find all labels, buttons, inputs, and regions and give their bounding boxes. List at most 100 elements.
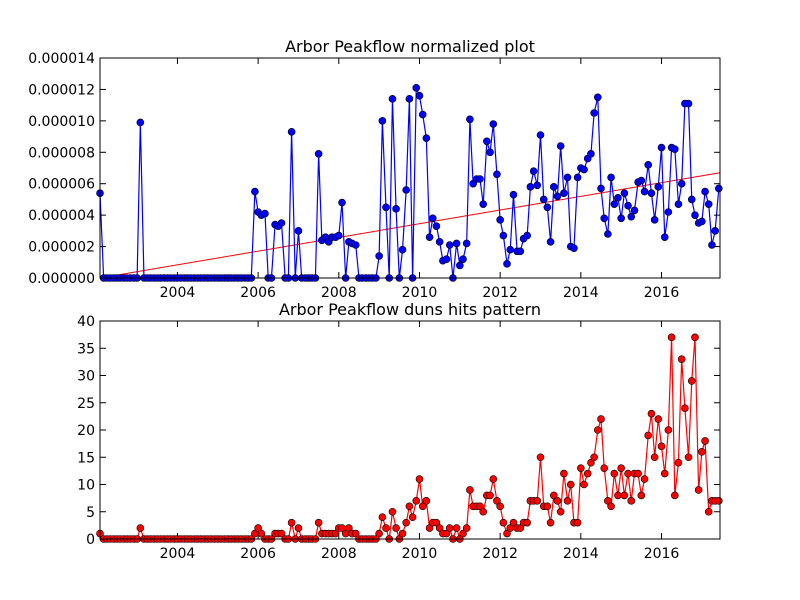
data-point [445, 524, 454, 532]
data-point [251, 187, 259, 196]
data-point [674, 458, 683, 467]
data-point [529, 167, 538, 175]
data-point [698, 447, 706, 456]
data-point [610, 469, 619, 478]
data-point [698, 217, 706, 226]
data-point [664, 208, 673, 216]
data-point [691, 211, 699, 219]
data-point [496, 502, 504, 511]
data-point [546, 238, 555, 246]
data-point [392, 524, 400, 532]
data-point [375, 529, 383, 538]
data-point [294, 227, 303, 235]
y-tick-label: 20 [77, 423, 95, 439]
data-point [637, 491, 646, 500]
data-point [445, 241, 454, 249]
data-point [486, 148, 494, 157]
data-point [432, 222, 441, 230]
data-point [671, 145, 679, 153]
data-point [405, 502, 414, 511]
data-point [499, 518, 508, 527]
y-tick-label: 0.000000 [28, 271, 95, 287]
data-point [647, 409, 656, 418]
data-point [398, 529, 407, 538]
data-point [654, 183, 663, 191]
data-line [99, 87, 720, 279]
data-point [687, 377, 696, 385]
data-point [610, 200, 619, 208]
data-point [523, 518, 531, 527]
data-point [583, 469, 592, 478]
x-tick-label: 2014 [563, 546, 599, 562]
data-point [489, 475, 498, 483]
data-point [543, 203, 552, 212]
data-point [375, 252, 383, 260]
data-point [607, 173, 615, 182]
y-tick-label: 0.000008 [28, 145, 95, 161]
y-tick-label: 40 [77, 314, 95, 330]
data-point [452, 239, 461, 248]
data-point [650, 216, 659, 224]
data-point [388, 95, 397, 103]
data-point [677, 179, 686, 188]
data-point [277, 529, 286, 538]
data-point [597, 184, 605, 193]
data-point [415, 91, 424, 100]
data-point [553, 192, 562, 201]
data-point [539, 195, 548, 204]
data-point [617, 214, 625, 223]
data-point [691, 333, 699, 342]
data-point [412, 84, 421, 92]
data-point [493, 170, 501, 179]
data-point [550, 491, 558, 500]
data-point [388, 507, 397, 516]
data-point [422, 134, 431, 142]
data-point [654, 415, 663, 423]
data-point [476, 175, 484, 183]
x-tick-label: 2010 [402, 285, 438, 301]
y-tick-label: 30 [77, 369, 95, 385]
data-point [580, 480, 588, 489]
data-point [553, 497, 562, 505]
data-point [597, 415, 605, 423]
data-point [533, 497, 542, 505]
data-point [462, 239, 471, 248]
data-point [435, 238, 444, 246]
x-tick-label: 2006 [240, 285, 276, 301]
data-point [681, 404, 689, 413]
data-point [425, 233, 434, 241]
x-tick-label: 2012 [482, 546, 518, 562]
data-point [607, 502, 615, 511]
x-tick-label: 2010 [402, 546, 438, 562]
data-point [479, 200, 488, 208]
data-point [408, 513, 417, 522]
data-point [523, 231, 531, 240]
data-point [657, 143, 666, 152]
data-point [590, 109, 598, 117]
data-point [711, 227, 719, 235]
data-point [600, 214, 609, 223]
data-point [405, 95, 414, 103]
data-point [630, 206, 639, 215]
chart-title: Arbor Peakflow duns hits pattern [279, 300, 541, 319]
data-point [550, 183, 558, 191]
data-point [486, 491, 494, 500]
data-point [516, 247, 525, 256]
data-point [378, 513, 387, 522]
y-tick-label: 0.000014 [28, 51, 95, 67]
y-tick-label: 0.000004 [28, 208, 95, 224]
data-point [459, 529, 467, 538]
x-tick-label: 2006 [240, 546, 276, 562]
data-point [462, 524, 471, 532]
data-point [459, 255, 467, 263]
data-point [677, 355, 686, 363]
data-point [422, 497, 431, 505]
data-point [479, 507, 488, 516]
data-point [418, 110, 427, 119]
data-point [314, 150, 323, 158]
data-point [687, 195, 696, 204]
data-point [620, 189, 629, 197]
data-point [402, 518, 410, 527]
data-point [483, 137, 491, 146]
